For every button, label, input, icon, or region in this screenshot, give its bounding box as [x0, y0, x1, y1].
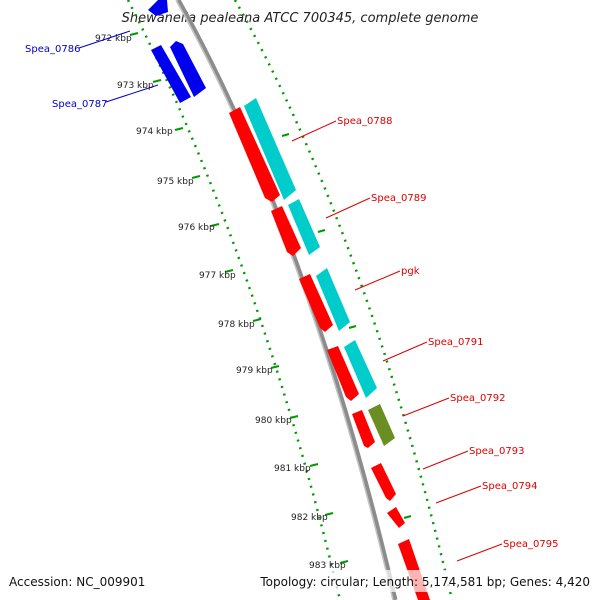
gene-feature-spea-0787-a[interactable] [151, 45, 191, 103]
tick-mark [289, 415, 299, 419]
tick-marks [129, 32, 412, 564]
gene-feature-spea-0793[interactable] [371, 463, 396, 501]
forward-genes: Spea_0786 Spea_0787 [25, 0, 206, 110]
map-title: Shewanella pealeana ATCC 700345, complet… [122, 11, 479, 26]
track-feature[interactable] [244, 98, 296, 200]
gene-label-spea-0788: Spea_0788 [337, 116, 392, 127]
outer-tick-mark [348, 325, 357, 329]
tick-label: 978 kbp [218, 320, 255, 330]
gene-label-leader [456, 543, 503, 562]
gene-label-spea-0795: Spea_0795 [503, 539, 558, 550]
track-feature[interactable] [344, 340, 377, 398]
gene-label-spea-0794: Spea_0794 [482, 481, 537, 492]
tick-mark [210, 223, 220, 227]
other-feature[interactable] [368, 404, 395, 446]
gene-label-spea-0789: Spea_0789 [371, 193, 426, 204]
secondary-track [244, 98, 395, 446]
tick-labels: 972 kbp 973 kbp 974 kbp 975 kbp 976 kbp … [95, 34, 346, 571]
outer-tick-ring [233, 0, 454, 600]
track-feature[interactable] [288, 199, 320, 255]
track-feature[interactable] [316, 268, 350, 331]
tick-label: 973 kbp [117, 81, 154, 91]
gene-label-leader [78, 30, 131, 49]
gene-label-leader [422, 450, 469, 470]
tick-label: 981 kbp [274, 464, 311, 474]
tick-mark [324, 512, 334, 516]
tick-label: 979 kbp [236, 366, 273, 376]
tick-mark [339, 560, 349, 564]
tick-label: 972 kbp [95, 34, 132, 44]
outer-tick-mark [317, 229, 326, 233]
gene-feature-spea-0786[interactable] [148, 0, 168, 16]
gene-label-spea-0793: Spea_0793 [469, 446, 524, 457]
reverse-genes [229, 107, 430, 600]
tick-label: 982 kbp [291, 513, 328, 523]
outer-tick-mark [281, 133, 290, 137]
tick-label: 976 kbp [178, 223, 215, 233]
tick-label: 977 kbp [199, 271, 236, 281]
gene-label-leader [354, 270, 401, 291]
gene-feature-spea-0787-b[interactable] [170, 41, 206, 97]
gene-label-leader [402, 397, 450, 417]
tick-label: 975 kbp [157, 177, 194, 187]
gene-feature-spea-0791[interactable] [327, 346, 359, 401]
gene-feature-spea-0794[interactable] [387, 507, 405, 528]
genome-backbone [175, 0, 398, 600]
tick-mark [224, 269, 234, 273]
reverse-gene-labels: Spea_0788 Spea_0789 pgk Spea_0791 Spea_0… [291, 116, 558, 562]
footer-background [250, 570, 600, 592]
tick-mark [152, 79, 162, 83]
tick-mark [252, 318, 262, 322]
gene-feature-spea-0788[interactable] [229, 107, 280, 202]
gene-label-spea-0786: Spea_0786 [25, 44, 80, 55]
tick-mark [129, 32, 139, 36]
gene-label-leader [382, 341, 428, 362]
tick-mark [174, 127, 184, 131]
tick-label: 983 kbp [309, 561, 346, 571]
accession-text: Accession: NC_009901 [9, 575, 145, 589]
gene-label-spea-0792: Spea_0792 [450, 393, 505, 404]
tick-mark [309, 463, 319, 467]
gene-feature-spea-0792[interactable] [352, 410, 375, 448]
tick-mark [191, 175, 201, 179]
tick-label: 974 kbp [136, 127, 173, 137]
outer-tick-mark [403, 515, 412, 519]
gene-label-spea-0791: Spea_0791 [428, 337, 483, 348]
gene-label-leader [291, 120, 337, 142]
gene-label-leader [325, 197, 371, 219]
gene-feature-pgk[interactable] [299, 274, 333, 332]
gene-label-leader [105, 84, 159, 103]
gene-feature-spea-0789[interactable] [271, 206, 301, 256]
gene-label-leader [435, 485, 482, 504]
genome-summary-text: Topology: circular; Length: 5,174,581 bp… [259, 575, 590, 589]
tick-label: 980 kbp [255, 416, 292, 426]
tick-mark [270, 365, 280, 369]
gene-label-pgk: pgk [401, 266, 420, 277]
genome-backbone-highlight [175, 0, 394, 600]
gene-label-spea-0787: Spea_0787 [52, 99, 107, 110]
